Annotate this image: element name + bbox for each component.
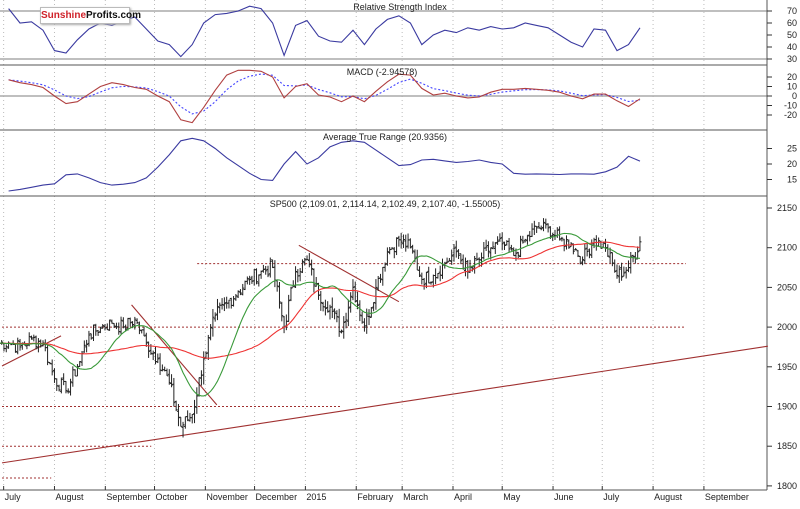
x-tick-label: November bbox=[206, 492, 248, 502]
rsi-line bbox=[8, 5, 641, 58]
price-tick-label: 2050 bbox=[777, 282, 797, 292]
axes: July August September October November Decemb… bbox=[3, 6, 797, 502]
atr-tick-label: 25 bbox=[787, 144, 797, 154]
macd-tick-label: 10 bbox=[787, 82, 797, 92]
price-title: SP500 (2,109.01, 2,114.14, 2,102.49, 2,1… bbox=[270, 199, 501, 209]
atr-line bbox=[8, 137, 641, 192]
rsi-title: Relative Strength Index bbox=[353, 2, 447, 12]
price-tick-label: 2100 bbox=[777, 243, 797, 253]
price-tick-label: 2000 bbox=[777, 322, 797, 332]
price-tick-label: 1800 bbox=[777, 481, 797, 491]
x-tick-label: June bbox=[554, 492, 574, 502]
macd-signal-line bbox=[8, 73, 641, 115]
x-tick-label: August bbox=[654, 492, 683, 502]
price-tick-label: 1900 bbox=[777, 402, 797, 412]
price-tick-label: 1950 bbox=[777, 362, 797, 372]
x-tick-label: March bbox=[403, 492, 428, 502]
series bbox=[0, 5, 642, 438]
trendline bbox=[1, 335, 62, 367]
rsi-tick-label: 50 bbox=[787, 30, 797, 40]
rsi-tick-label: 60 bbox=[787, 18, 797, 28]
x-tick-label: May bbox=[503, 492, 521, 502]
x-tick-label: August bbox=[55, 492, 84, 502]
x-tick-label: October bbox=[156, 492, 188, 502]
macd-tick-label: -20 bbox=[784, 110, 797, 120]
x-tick-label: September bbox=[106, 492, 150, 502]
price-tick-label: 2150 bbox=[777, 203, 797, 213]
rsi-tick-label: 70 bbox=[787, 6, 797, 16]
trendline bbox=[298, 244, 400, 303]
x-tick-label: February bbox=[357, 492, 394, 502]
macd-tick-label: -10 bbox=[784, 101, 797, 111]
x-tick-label: July bbox=[5, 492, 22, 502]
moving-average-short bbox=[0, 232, 641, 397]
macd-tick-label: 20 bbox=[787, 72, 797, 82]
x-tick-label: April bbox=[454, 492, 472, 502]
x-tick-label: 2015 bbox=[306, 492, 326, 502]
panel-frames bbox=[0, 0, 768, 491]
atr-tick-label: 15 bbox=[787, 175, 797, 185]
atr-tick-label: 20 bbox=[787, 159, 797, 169]
moving-average-long bbox=[0, 241, 641, 359]
trendline bbox=[131, 304, 218, 406]
macd-line bbox=[8, 69, 641, 124]
price-tick-label: 1850 bbox=[777, 441, 797, 451]
x-tick-label: December bbox=[256, 492, 298, 502]
sunshine-profits-logo: SunshineProfits.com bbox=[40, 7, 141, 24]
atr-title: Average True Range (20.9356) bbox=[323, 132, 447, 142]
x-tick-label: September bbox=[705, 492, 749, 502]
x-tick-label: July bbox=[603, 492, 620, 502]
macd-title: MACD (-2.94578) bbox=[347, 67, 418, 77]
rsi-tick-label: 30 bbox=[787, 54, 797, 64]
trendline bbox=[1, 345, 768, 464]
macd-tick-label: 0 bbox=[792, 91, 797, 101]
rsi-tick-label: 40 bbox=[787, 42, 797, 52]
